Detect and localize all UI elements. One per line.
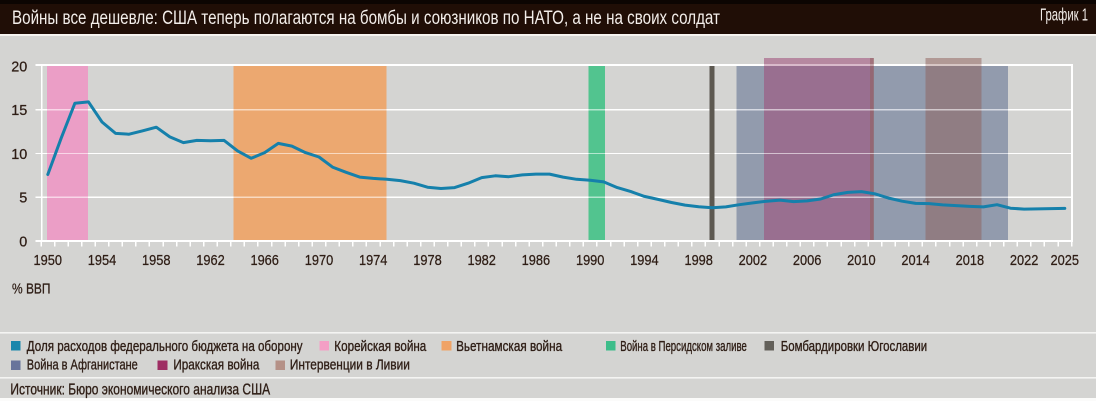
svg-text:График 1: График 1 — [1040, 5, 1088, 25]
svg-text:15: 15 — [11, 102, 27, 119]
svg-text:2010: 2010 — [847, 252, 876, 269]
svg-text:Вьетнамская война: Вьетнамская война — [456, 339, 563, 355]
svg-text:Война в Афганистане: Война в Афганистане — [27, 358, 138, 374]
svg-text:1974: 1974 — [359, 252, 388, 269]
svg-text:20: 20 — [11, 58, 27, 75]
svg-text:1978: 1978 — [413, 252, 442, 269]
svg-text:1994: 1994 — [630, 252, 659, 269]
svg-text:2025: 2025 — [1051, 252, 1080, 269]
svg-text:10: 10 — [11, 146, 27, 163]
svg-text:Война в Персидском заливе: Война в Персидском заливе — [620, 339, 747, 355]
svg-text:Корейская война: Корейская война — [334, 339, 427, 355]
svg-text:% ВВП: % ВВП — [12, 280, 51, 297]
svg-text:1986: 1986 — [522, 252, 551, 269]
svg-text:Бомбардировки Югославии: Бомбардировки Югославии — [781, 339, 928, 355]
svg-text:2018: 2018 — [956, 252, 985, 269]
svg-text:Источник: Бюро экономического: Источник: Бюро экономического анализа СШ… — [10, 382, 270, 399]
svg-text:2002: 2002 — [739, 252, 768, 269]
svg-text:Войны все дешевле: США теперь: Войны все дешевле: США теперь полагаются… — [12, 8, 720, 29]
svg-text:2014: 2014 — [901, 252, 930, 269]
svg-text:1990: 1990 — [576, 252, 605, 269]
svg-text:5: 5 — [19, 190, 27, 207]
svg-text:1954: 1954 — [88, 252, 117, 269]
svg-text:1962: 1962 — [196, 252, 225, 269]
svg-text:1998: 1998 — [684, 252, 713, 269]
svg-text:2022: 2022 — [1010, 252, 1039, 269]
svg-text:Интервенции в Ливии: Интервенции в Ливии — [290, 358, 410, 374]
svg-text:Иракская война: Иракская война — [173, 358, 260, 374]
svg-text:2006: 2006 — [793, 252, 822, 269]
svg-text:1950: 1950 — [34, 252, 63, 269]
svg-text:1970: 1970 — [305, 252, 334, 269]
svg-text:0: 0 — [19, 233, 27, 250]
svg-text:1958: 1958 — [142, 252, 171, 269]
svg-text:Доля расходов федерального бюд: Доля расходов федерального бюджета на об… — [27, 339, 303, 355]
svg-text:1982: 1982 — [467, 252, 496, 269]
svg-text:1966: 1966 — [250, 252, 279, 269]
